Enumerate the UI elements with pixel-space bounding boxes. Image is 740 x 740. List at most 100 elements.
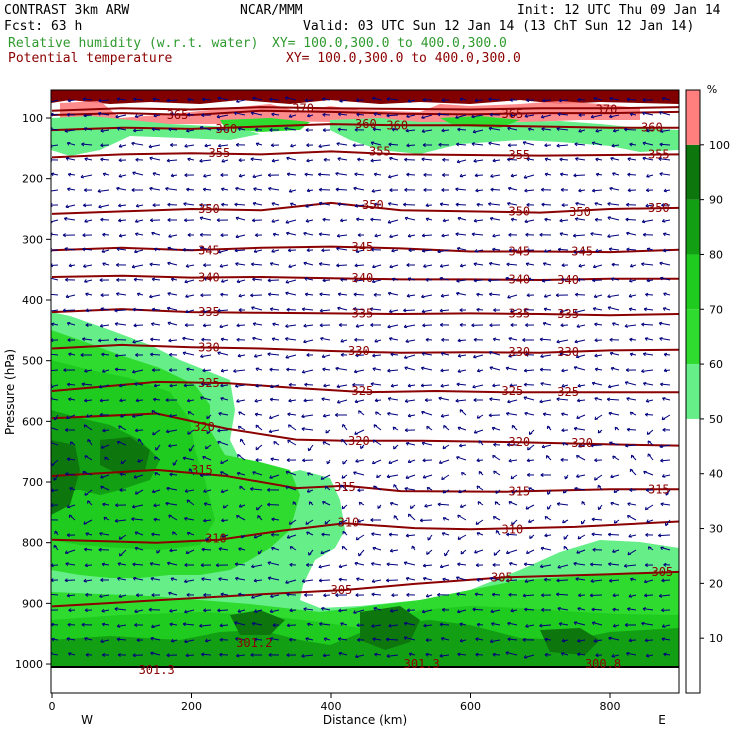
- wind-arrowhead: [99, 398, 103, 403]
- wind-arrowhead: [476, 622, 481, 627]
- wind-arrowhead: [407, 413, 412, 418]
- wind-vector: [386, 563, 399, 566]
- wind-arrowhead: [663, 292, 667, 297]
- wind-arrowhead: [102, 428, 106, 433]
- wind-arrowhead: [255, 424, 260, 429]
- wind-vector: [474, 249, 484, 253]
- wind-arrowhead: [407, 459, 412, 463]
- wind-vector: [573, 562, 586, 566]
- wind-arrowhead: [388, 309, 393, 313]
- wind-arrowhead: [507, 399, 511, 404]
- wind-arrowhead: [99, 278, 103, 283]
- wind-vector: [556, 144, 569, 147]
- wind-arrowhead: [288, 398, 292, 403]
- wind-vector: [252, 202, 263, 206]
- wind-vector: [488, 279, 501, 282]
- wind-arrowhead: [116, 97, 120, 102]
- wind-arrowhead: [393, 445, 397, 450]
- wind-arrowhead: [119, 398, 123, 403]
- wind-vector: [114, 608, 127, 611]
- wind-vector: [492, 234, 501, 237]
- wind-arrowhead: [493, 470, 497, 475]
- wind-arrowhead: [149, 294, 153, 299]
- wind-vector: [354, 562, 365, 566]
- wind-vector: [135, 114, 144, 118]
- wind-vector: [203, 609, 212, 612]
- wind-arrowhead: [184, 173, 188, 178]
- wind-vector: [594, 354, 603, 357]
- wind-vector: [169, 384, 178, 387]
- colorbar-tick-label: 70: [709, 303, 723, 316]
- wind-arrowhead: [199, 246, 204, 251]
- wind-arrowhead: [423, 264, 427, 268]
- wind-vector: [320, 549, 331, 555]
- wind-vector: [524, 563, 535, 566]
- wind-arrowhead: [271, 249, 275, 253]
- wind-vector: [152, 308, 161, 311]
- wind-vector: [285, 486, 297, 491]
- wind-arrowhead: [250, 652, 254, 657]
- wind-arrowhead: [626, 397, 630, 401]
- wind-arrowhead: [118, 425, 122, 429]
- wind-arrowhead: [658, 157, 662, 162]
- wind-arrowhead: [170, 577, 175, 582]
- wind-arrowhead: [629, 263, 634, 268]
- wind-vector: [573, 174, 586, 177]
- wind-arrowhead: [167, 321, 171, 326]
- wind-arrowhead: [391, 248, 395, 253]
- wind-vector: [489, 577, 501, 581]
- wind-vector: [303, 608, 314, 611]
- wind-arrowhead: [473, 398, 477, 402]
- wind-arrowhead: [134, 609, 138, 613]
- wind-arrowhead: [426, 486, 431, 491]
- wind-arrowhead: [152, 203, 156, 208]
- wind-vector: [507, 622, 518, 626]
- wind-arrowhead: [404, 428, 408, 433]
- wind-arrowhead: [307, 622, 311, 627]
- wind-arrowhead: [613, 520, 618, 524]
- wind-vector: [102, 233, 110, 236]
- wind-arrowhead: [594, 353, 598, 358]
- wind-arrowhead: [510, 217, 515, 222]
- wind-vector: [457, 128, 467, 131]
- colorbar-tick-label: 100: [709, 139, 730, 152]
- wind-vector: [505, 651, 518, 656]
- wind-arrowhead: [170, 143, 174, 147]
- wind-arrowhead: [476, 577, 480, 582]
- wind-arrowhead: [573, 250, 578, 254]
- wind-arrowhead: [82, 264, 87, 268]
- wind-vector: [576, 474, 586, 478]
- wind-arrowhead: [357, 488, 361, 493]
- y-tick-label: 100: [22, 112, 43, 125]
- wind-arrowhead: [100, 639, 104, 643]
- wind-arrowhead: [406, 263, 410, 267]
- wind-vector: [420, 519, 433, 522]
- wind-arrowhead: [252, 336, 256, 341]
- wind-arrowhead: [48, 427, 51, 430]
- wind-arrowhead: [626, 97, 630, 102]
- wind-arrowhead: [459, 322, 463, 327]
- wind-arrowhead: [252, 322, 257, 327]
- wind-vector: [505, 367, 518, 371]
- wind-arrowhead: [642, 607, 647, 612]
- wind-arrowhead: [574, 309, 578, 314]
- wind-vector: [591, 518, 603, 521]
- wind-arrowhead: [594, 367, 599, 372]
- wind-arrowhead: [216, 127, 220, 132]
- wind-arrowhead: [219, 324, 223, 329]
- wind-vector: [607, 306, 620, 311]
- wind-vector: [456, 143, 467, 146]
- wind-vector: [659, 444, 671, 448]
- wind-arrowhead: [489, 323, 493, 328]
- wind-vector: [135, 399, 144, 402]
- wind-vector: [51, 293, 59, 296]
- wind-vector: [234, 249, 246, 252]
- wind-arrowhead: [591, 188, 596, 193]
- wind-vector: [492, 593, 501, 596]
- wind-arrowhead: [66, 533, 71, 538]
- wind-arrowhead: [594, 458, 598, 463]
- wind-arrowhead: [319, 622, 323, 627]
- wind-vector: [286, 368, 297, 371]
- wind-vector: [98, 112, 110, 116]
- wind-vector: [660, 383, 671, 386]
